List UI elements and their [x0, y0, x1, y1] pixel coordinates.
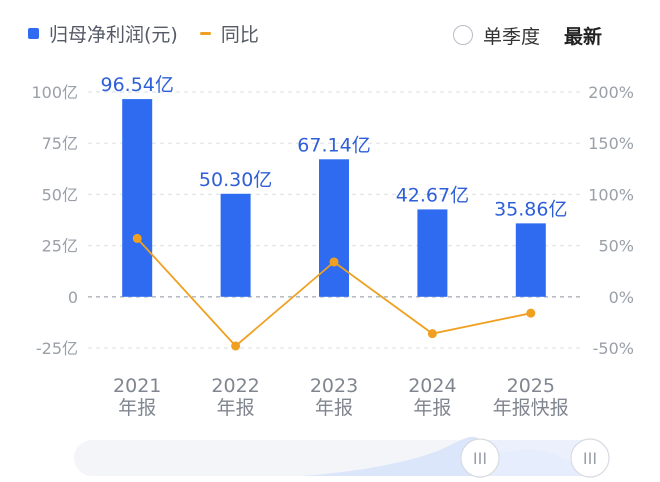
y-left-tick-label: 100亿 — [31, 83, 78, 102]
x-tick-label-sub: 年报 — [413, 397, 451, 419]
bar-value-label: 67.14亿 — [297, 134, 370, 156]
x-tick-label: 2021 — [113, 375, 161, 397]
y-left-tick-label: 75亿 — [42, 134, 78, 153]
handle-grip-icon: III — [583, 449, 597, 468]
scrollbar-handle-left[interactable]: III — [460, 438, 500, 478]
y-left-tick-label: 50亿 — [42, 185, 78, 204]
y-left-tick-label: 25亿 — [42, 237, 78, 256]
legend-label-yoy[interactable]: 同比 — [220, 23, 259, 46]
y-left-tick-label: -25亿 — [36, 339, 78, 358]
single-quarter-radio[interactable] — [452, 25, 473, 45]
bar-value-label: 42.67亿 — [396, 184, 469, 206]
x-tick-label-sub: 年报 — [217, 397, 255, 419]
yoy-point — [427, 329, 437, 339]
chart-controls: 单季度 最新 — [452, 18, 602, 52]
latest-button[interactable]: 最新 — [563, 25, 602, 48]
yoy-point — [231, 341, 241, 351]
x-tick-label: 2024 — [408, 375, 456, 397]
scrollbar-handle-right[interactable]: III — [570, 438, 610, 478]
single-quarter-label[interactable]: 单季度 — [482, 25, 540, 48]
handle-grip-icon: III — [473, 449, 487, 468]
x-tick-label: 2025 — [507, 375, 555, 397]
y-right-tick-label: 200% — [588, 83, 634, 102]
x-tick-label-sub: 年报快报 — [493, 397, 569, 419]
bar — [319, 159, 349, 297]
bar-value-label: 50.30亿 — [199, 169, 272, 191]
y-right-tick-label: 50% — [598, 237, 634, 256]
legend-swatch-line — [199, 31, 211, 35]
y-right-tick-label: -50% — [593, 339, 634, 358]
range-scrollbar[interactable]: III III — [74, 436, 610, 478]
yoy-point — [132, 233, 142, 243]
handle-knob — [460, 438, 500, 478]
bar-value-label: 96.54亿 — [100, 74, 173, 96]
bar — [515, 223, 546, 297]
handle-knob — [570, 438, 610, 478]
yoy-point — [526, 308, 536, 318]
y-right-tick-label: 100% — [588, 185, 634, 204]
bar — [220, 193, 251, 297]
legend-swatch-bar — [28, 27, 39, 39]
y-right-tick-label: 150% — [588, 134, 634, 153]
legend-label-net-profit[interactable]: 归母净利润(元) — [49, 23, 178, 46]
y-left-tick-label: 0 — [68, 288, 78, 307]
x-tick-label: 2023 — [310, 375, 358, 397]
chart-legend: 归母净利润(元) 同比 — [28, 18, 259, 48]
x-tick-label: 2022 — [211, 375, 259, 397]
x-tick-label-sub: 年报 — [118, 397, 156, 419]
x-tick-label-sub: 年报 — [315, 397, 353, 419]
bar — [122, 99, 153, 297]
bar — [417, 209, 448, 297]
y-right-tick-label: 0% — [609, 288, 634, 307]
bar-value-label: 35.86亿 — [494, 198, 567, 220]
yoy-point — [329, 257, 339, 267]
